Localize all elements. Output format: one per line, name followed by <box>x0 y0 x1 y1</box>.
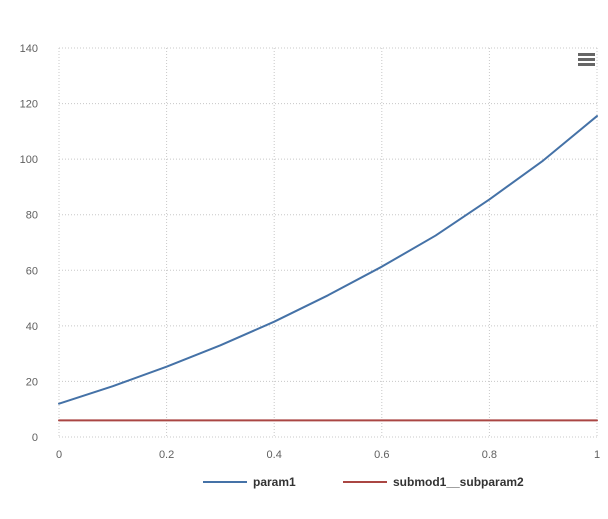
legend: param1 submod1__subparam2 <box>203 475 524 489</box>
hamburger-menu-icon <box>578 53 595 66</box>
data-point-submod1__subparam2 <box>541 418 546 423</box>
data-point-param1 <box>379 264 384 269</box>
x-tick-label: 0.6 <box>374 449 389 461</box>
data-point-param1 <box>164 364 169 369</box>
legend-label: param1 <box>253 475 296 489</box>
data-point-submod1__subparam2 <box>433 418 438 423</box>
y-tick-label: 20 <box>26 376 38 388</box>
y-tick-label: 0 <box>32 432 38 444</box>
y-tick-label: 80 <box>26 210 38 222</box>
chart-menu-button[interactable] <box>576 51 598 69</box>
x-tick-label: 0.2 <box>159 449 174 461</box>
data-point-submod1__subparam2 <box>326 418 331 423</box>
x-axis-ticks: 0 0.2 0.4 0.6 0.8 1 <box>56 449 600 461</box>
y-tick-label: 120 <box>20 99 38 111</box>
data-point-param1 <box>218 343 223 348</box>
series-layer <box>57 114 600 423</box>
data-point-submod1__subparam2 <box>487 418 492 423</box>
y-tick-label: 100 <box>20 154 38 166</box>
data-point-param1 <box>272 319 277 324</box>
x-tick-label: 1 <box>594 449 600 461</box>
data-point-param1 <box>433 233 438 238</box>
data-point-param1 <box>57 401 62 406</box>
data-point-submod1__subparam2 <box>218 418 223 423</box>
data-point-submod1__subparam2 <box>110 418 115 423</box>
y-tick-label: 140 <box>20 43 38 55</box>
legend-item-submod1__subparam2[interactable]: submod1__subparam2 <box>343 475 524 489</box>
y-tick-label: 40 <box>26 321 38 333</box>
series-line-param1 <box>58 115 598 405</box>
legend-item-param1[interactable]: param1 <box>203 475 296 489</box>
data-point-submod1__subparam2 <box>595 418 600 423</box>
data-point-param1 <box>595 114 600 119</box>
legend-label: submod1__subparam2 <box>393 475 524 489</box>
x-tick-label: 0.4 <box>267 449 282 461</box>
data-point-submod1__subparam2 <box>57 418 62 423</box>
data-point-submod1__subparam2 <box>272 418 277 423</box>
y-tick-label: 60 <box>26 265 38 277</box>
data-point-param1 <box>326 293 331 298</box>
data-point-param1 <box>487 197 492 202</box>
data-point-submod1__subparam2 <box>164 418 169 423</box>
grid <box>58 47 598 438</box>
data-point-param1 <box>110 384 115 389</box>
data-point-submod1__subparam2 <box>379 418 384 423</box>
data-point-param1 <box>541 158 546 163</box>
x-tick-label: 0 <box>56 449 62 461</box>
y-axis-ticks: 0 20 40 60 80 100 120 140 <box>20 43 38 444</box>
x-tick-label: 0.8 <box>482 449 497 461</box>
